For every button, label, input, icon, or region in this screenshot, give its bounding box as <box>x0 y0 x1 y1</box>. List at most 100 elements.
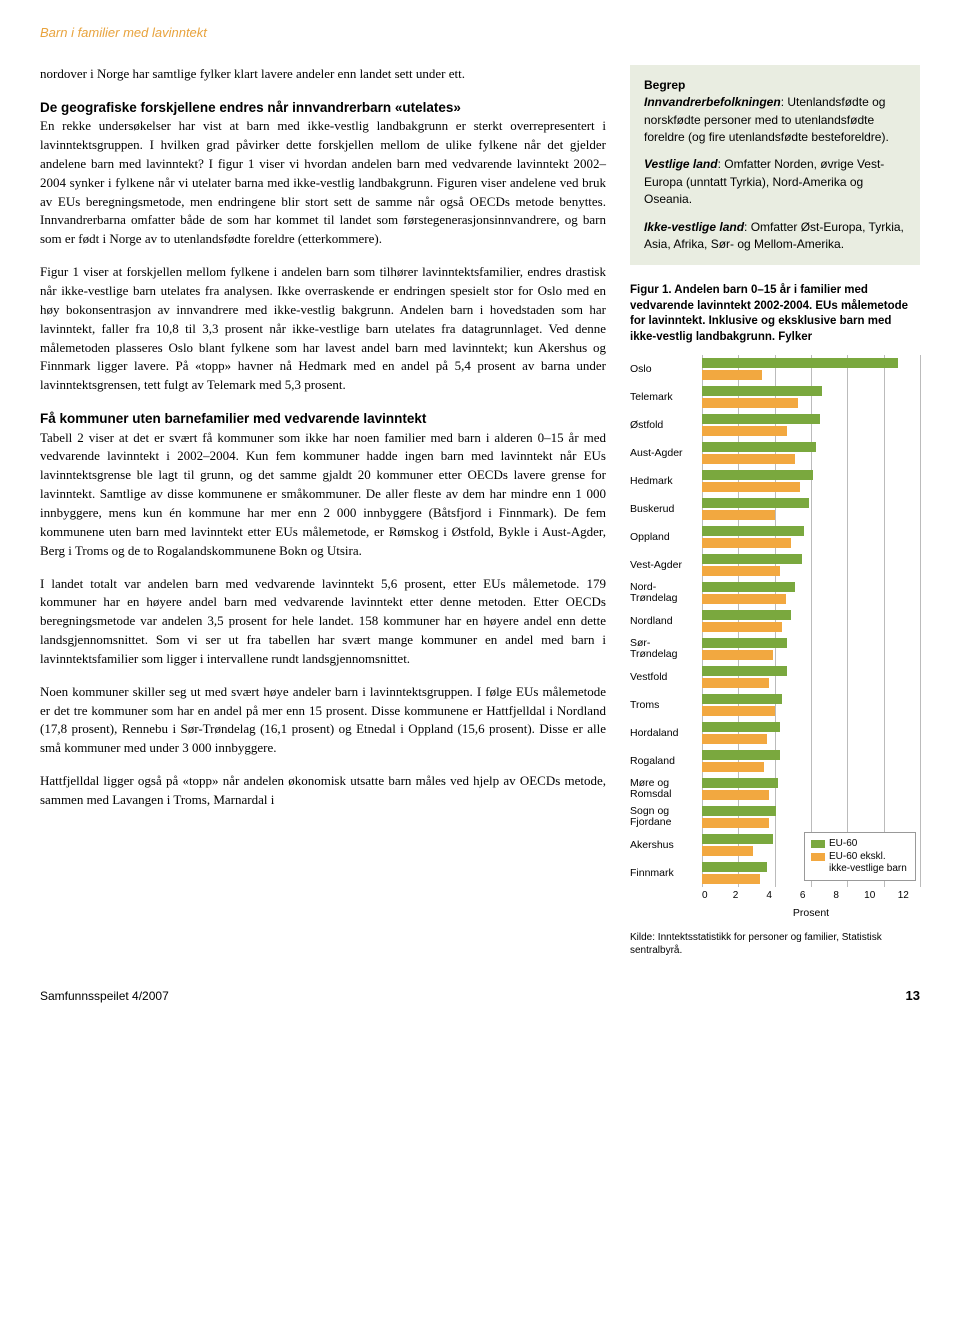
chart-row-label: Vest-Agder <box>630 560 702 572</box>
chart-row: Nord-Trøndelag <box>630 579 920 607</box>
definition-p3: Ikke-vestlige land: Omfatter Øst-Europa,… <box>644 219 906 254</box>
chart-row-label: Hedmark <box>630 476 702 488</box>
chart-row-bars <box>702 635 920 663</box>
bar-eu60-excl <box>702 370 762 380</box>
bar-eu60-excl <box>702 454 795 464</box>
x-tick: 10 <box>864 889 875 904</box>
bar-eu60-excl <box>702 874 760 884</box>
chart-row-bars <box>702 411 920 439</box>
bar-eu60 <box>702 750 780 760</box>
section-heading-1: De geografiske forskjellene endres når i… <box>40 98 606 118</box>
chart-row-label: Sogn ogFjordane <box>630 806 702 829</box>
bar-eu60-excl <box>702 622 782 632</box>
bar-eu60-excl <box>702 650 773 660</box>
chart-row: Nordland <box>630 607 920 635</box>
chart-row-bars <box>702 663 920 691</box>
x-tick: 4 <box>766 889 772 904</box>
chart-row-bars <box>702 803 920 831</box>
term-2: Vestlige land <box>644 157 718 171</box>
section-heading-2: Få kommuner uten barnefamilier med vedva… <box>40 409 606 429</box>
figure-caption: Figur 1. Andelen barn 0–15 år i familier… <box>630 283 920 345</box>
chart-row: Hordaland <box>630 719 920 747</box>
bar-eu60-excl <box>702 538 791 548</box>
chart-row-label: Hordaland <box>630 728 702 740</box>
bar-eu60 <box>702 414 820 424</box>
chart-row-label: Vestfold <box>630 672 702 684</box>
chart-row: Vest-Agder <box>630 551 920 579</box>
definition-p1: Innvandrerbefolkningen: Utenlandsfødte o… <box>644 94 906 146</box>
x-tick: 6 <box>800 889 806 904</box>
bar-eu60-excl <box>702 790 769 800</box>
chart-row-label: Buskerud <box>630 504 702 516</box>
chart-row-label: Østfold <box>630 420 702 432</box>
paragraph-6: Hattfjelldal ligger også på «topp» når a… <box>40 772 606 810</box>
chart-row: Østfold <box>630 411 920 439</box>
chart-row-bars <box>702 523 920 551</box>
bar-eu60-excl <box>702 594 786 604</box>
chart-row: Buskerud <box>630 495 920 523</box>
x-axis-ticks: 024681012 <box>702 889 920 904</box>
chart-row-bars <box>702 775 920 803</box>
running-head: Barn i familier med lavinntekt <box>40 24 920 43</box>
definition-title: Begrep <box>644 77 906 94</box>
bar-eu60 <box>702 498 809 508</box>
x-tick: 8 <box>833 889 839 904</box>
bar-eu60 <box>702 582 795 592</box>
chart-row-bars <box>702 383 920 411</box>
page-footer: Samfunnsspeilet 4/2007 13 <box>40 987 920 1006</box>
bar-eu60 <box>702 806 776 816</box>
bar-eu60 <box>702 638 787 648</box>
bar-eu60-excl <box>702 510 775 520</box>
chart-row-bars <box>702 579 920 607</box>
bar-eu60-excl <box>702 566 780 576</box>
bar-eu60 <box>702 386 822 396</box>
chart-row-bars <box>702 607 920 635</box>
two-column-layout: nordover i Norge har samtlige fylker kla… <box>40 65 920 957</box>
intro-paragraph: nordover i Norge har samtlige fylker kla… <box>40 65 606 84</box>
paragraph-2: Figur 1 viser at forskjellen mellom fylk… <box>40 263 606 395</box>
bar-eu60-excl <box>702 846 753 856</box>
chart-row: Hedmark <box>630 467 920 495</box>
chart-legend: EU-60 EU-60 ekskl. ikke-vestlige barn <box>804 832 916 881</box>
chart-row: Aust-Agder <box>630 439 920 467</box>
bar-eu60 <box>702 610 791 620</box>
bar-eu60 <box>702 778 778 788</box>
bar-eu60-excl <box>702 818 769 828</box>
chart-row-label: Oppland <box>630 532 702 544</box>
chart-row-label: Møre ogRomsdal <box>630 778 702 801</box>
bar-eu60 <box>702 834 773 844</box>
chart-row-label: Telemark <box>630 392 702 404</box>
bar-eu60-excl <box>702 762 764 772</box>
legend-swatch-orange <box>811 853 825 861</box>
chart-row: Sogn ogFjordane <box>630 803 920 831</box>
bar-eu60-excl <box>702 706 775 716</box>
chart-row-bars <box>702 467 920 495</box>
chart-row: Møre ogRomsdal <box>630 775 920 803</box>
legend-label-2: EU-60 ekskl. ikke-vestlige barn <box>829 851 909 875</box>
bar-eu60 <box>702 526 804 536</box>
chart-row: Sør-Trøndelag <box>630 635 920 663</box>
bar-eu60-excl <box>702 398 798 408</box>
legend-item-1: EU-60 <box>811 838 909 850</box>
footer-publication: Samfunnsspeilet 4/2007 <box>40 988 169 1005</box>
term-1: Innvandrerbefolkningen <box>644 95 781 109</box>
chart-row-bars <box>702 691 920 719</box>
chart-row: Oppland <box>630 523 920 551</box>
paragraph-4: I landet totalt var andelen barn med ved… <box>40 575 606 669</box>
chart-row-bars <box>702 495 920 523</box>
chart-row: Oslo <box>630 355 920 383</box>
x-axis: 024681012 <box>630 889 920 904</box>
main-column: nordover i Norge har samtlige fylker kla… <box>40 65 606 957</box>
bar-eu60 <box>702 470 813 480</box>
bar-eu60 <box>702 442 816 452</box>
chart-row-label: Nord-Trøndelag <box>630 582 702 605</box>
bar-eu60 <box>702 694 782 704</box>
x-axis-label: Prosent <box>630 906 920 921</box>
bar-chart: Oslo Telemark Østfold Aust-Agder Hedmark Busk… <box>630 355 920 921</box>
bar-eu60-excl <box>702 482 800 492</box>
chart-row-label: Oslo <box>630 364 702 376</box>
definition-box: Begrep Innvandrerbefolkningen: Utenlands… <box>630 65 920 266</box>
chart-row-label: Aust-Agder <box>630 448 702 460</box>
chart-row-label: Sør-Trøndelag <box>630 638 702 661</box>
x-tick: 0 <box>702 889 708 904</box>
